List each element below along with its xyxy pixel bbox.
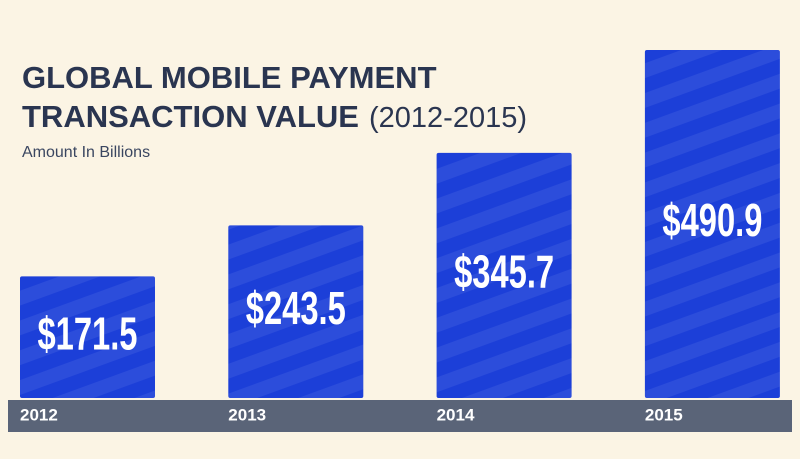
bar-texture: [228, 225, 364, 398]
chart-title-suffix: (2012-2015): [369, 102, 527, 134]
value-label: $243.5: [246, 282, 346, 334]
chart-subtitle: Amount In Billions: [22, 144, 150, 161]
x-tick-label: 2015: [645, 405, 683, 424]
chart-title: GLOBAL MOBILE PAYMENT: [22, 60, 437, 95]
chart-title-line: TRANSACTION VALUE: [22, 99, 359, 134]
value-label: $171.5: [38, 307, 138, 359]
bar-texture: [20, 276, 155, 398]
value-label: $345.7: [454, 246, 554, 298]
chart-title: TRANSACTION VALUE (2012-2015): [22, 99, 527, 134]
bar-texture: [644, 49, 780, 398]
value-label: $490.9: [662, 194, 762, 246]
bar-texture: [436, 152, 572, 398]
x-tick-label: 2014: [437, 405, 475, 424]
x-tick-label: 2013: [228, 405, 266, 424]
x-tick-label: 2012: [20, 405, 58, 424]
axis-band: [8, 400, 792, 432]
